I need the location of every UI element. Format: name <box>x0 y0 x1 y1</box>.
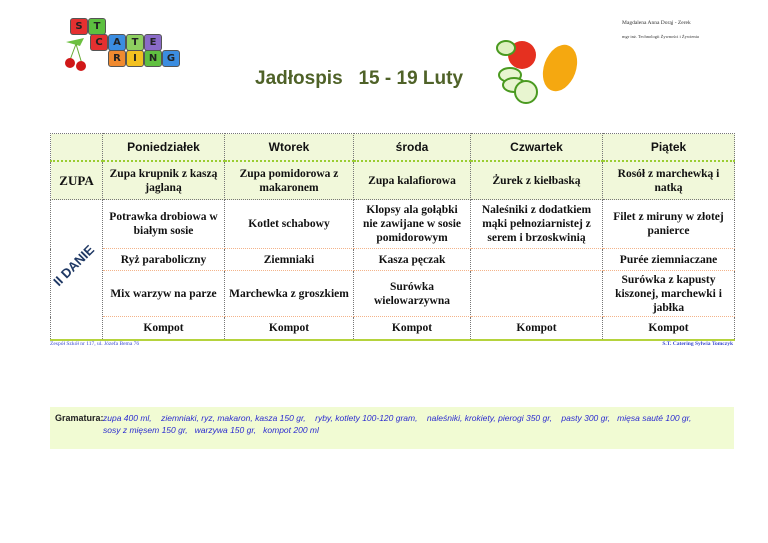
signature-name: Magdalena Anna Dorąj - Zerek <box>622 20 691 26</box>
gramatura-line: zupa 400 ml, ziemniaki, ryz, makaron, ka… <box>103 413 692 423</box>
menu-cell: Kompot <box>102 316 225 341</box>
menu-cell: Purée ziemniaczane <box>602 248 735 271</box>
corner-cell <box>50 133 103 162</box>
menu-cell: Surówka z kapusty kiszonej, marchewki i … <box>602 270 735 317</box>
logo-tile: I <box>126 50 144 67</box>
menu-cell <box>470 248 603 271</box>
day-header: Piątek <box>602 133 735 162</box>
side-dish-row: Ryż paraboliczny Ziemniaki Kasza pęczak … <box>51 248 735 271</box>
menu-cell: Żurek z kiełbaską <box>470 161 603 200</box>
footer-school: Zespół Szkół nr 117, ul. Józefa Bema 76 <box>50 341 140 347</box>
gramatura-line: sosy z mięsem 150 gr, warzywa 150 gr, ko… <box>103 425 319 435</box>
menu-cell: Kasza pęczak <box>353 248 471 271</box>
menu-cell: Klopsy ala gołąbki nie zawijane w sosie … <box>353 199 471 249</box>
cherry-icon <box>65 38 86 71</box>
vegetables-image <box>496 40 578 104</box>
menu-cell <box>470 270 603 317</box>
menu-cell: Kotlet schabowy <box>224 199 354 249</box>
signature: Magdalena Anna Dorąj - Zerek mgr inż. Te… <box>622 20 742 50</box>
day-header: środa <box>353 133 471 162</box>
menu-cell: Kompot <box>224 316 354 341</box>
menu-cell: Naleśniki z dodatkiem mąki pełnoziarnist… <box>470 199 603 249</box>
menu-cell: Rosół z marchewką i natką <box>602 161 735 200</box>
main-dish-row: Potrawka drobiowa w białym sosie Kotlet … <box>50 199 735 341</box>
drink-row: Kompot Kompot Kompot Kompot Kompot <box>51 316 735 341</box>
logo-tile: T <box>88 18 106 35</box>
menu-cell: Kompot <box>602 316 735 341</box>
menu-cell: Filet z miruny w złotej panierce <box>602 199 735 249</box>
menu-cell: Surówka wielowarzywna <box>353 270 471 317</box>
logo-tile: A <box>108 34 126 51</box>
logo-tile: R <box>108 50 126 67</box>
footer-company: S.T. Catering Sylwia Tomczyk <box>662 341 733 347</box>
day-header: Czwartek <box>470 133 603 162</box>
gramatura-box <box>50 407 734 449</box>
days-header-row: Poniedziałek Wtorek środa Czwartek Piąte… <box>50 133 735 162</box>
menu-table: Poniedziałek Wtorek środa Czwartek Piąte… <box>50 133 735 341</box>
zupa-label: ZUPA <box>50 161 103 200</box>
menu-cell: Zupa kalafiorowa <box>353 161 471 200</box>
logo-tile: T <box>126 34 144 51</box>
menu-cell: Ryż paraboliczny <box>102 248 225 271</box>
day-header: Wtorek <box>224 133 354 162</box>
menu-cell: Mix warzyw na parze <box>102 270 225 317</box>
menu-cell: Kompot <box>470 316 603 341</box>
day-header: Poniedziałek <box>102 133 225 162</box>
vegetable-row: Mix warzyw na parze Marchewka z groszkie… <box>51 270 735 317</box>
page-title: Jadłospis 15 - 19 Luty <box>255 68 464 89</box>
logo-tile: G <box>162 50 180 67</box>
menu-cell: Marchewka z groszkiem <box>224 270 354 317</box>
logo-tile: N <box>144 50 162 67</box>
gramatura-label: Gramatura: <box>55 413 104 423</box>
catering-logo: S T C A T E R I N G <box>62 14 180 71</box>
danie-label-cell <box>50 199 103 341</box>
menu-cell: Kompot <box>353 316 471 341</box>
menu-cell: Ziemniaki <box>224 248 354 271</box>
logo-tile: S <box>70 18 88 35</box>
logo-tile: E <box>144 34 162 51</box>
zupa-row: ZUPA Zupa krupnik z kaszą jaglaną Zupa p… <box>50 161 735 200</box>
menu-cell: Zupa krupnik z kaszą jaglaną <box>102 161 225 200</box>
signature-title: mgr inż. Technologii Żywności i Żywienia <box>622 34 699 39</box>
menu-cell: Potrawka drobiowa w białym sosie <box>102 199 225 249</box>
logo-tile: C <box>90 34 108 51</box>
menu-cell: Zupa pomidorowa z makaronem <box>224 161 354 200</box>
